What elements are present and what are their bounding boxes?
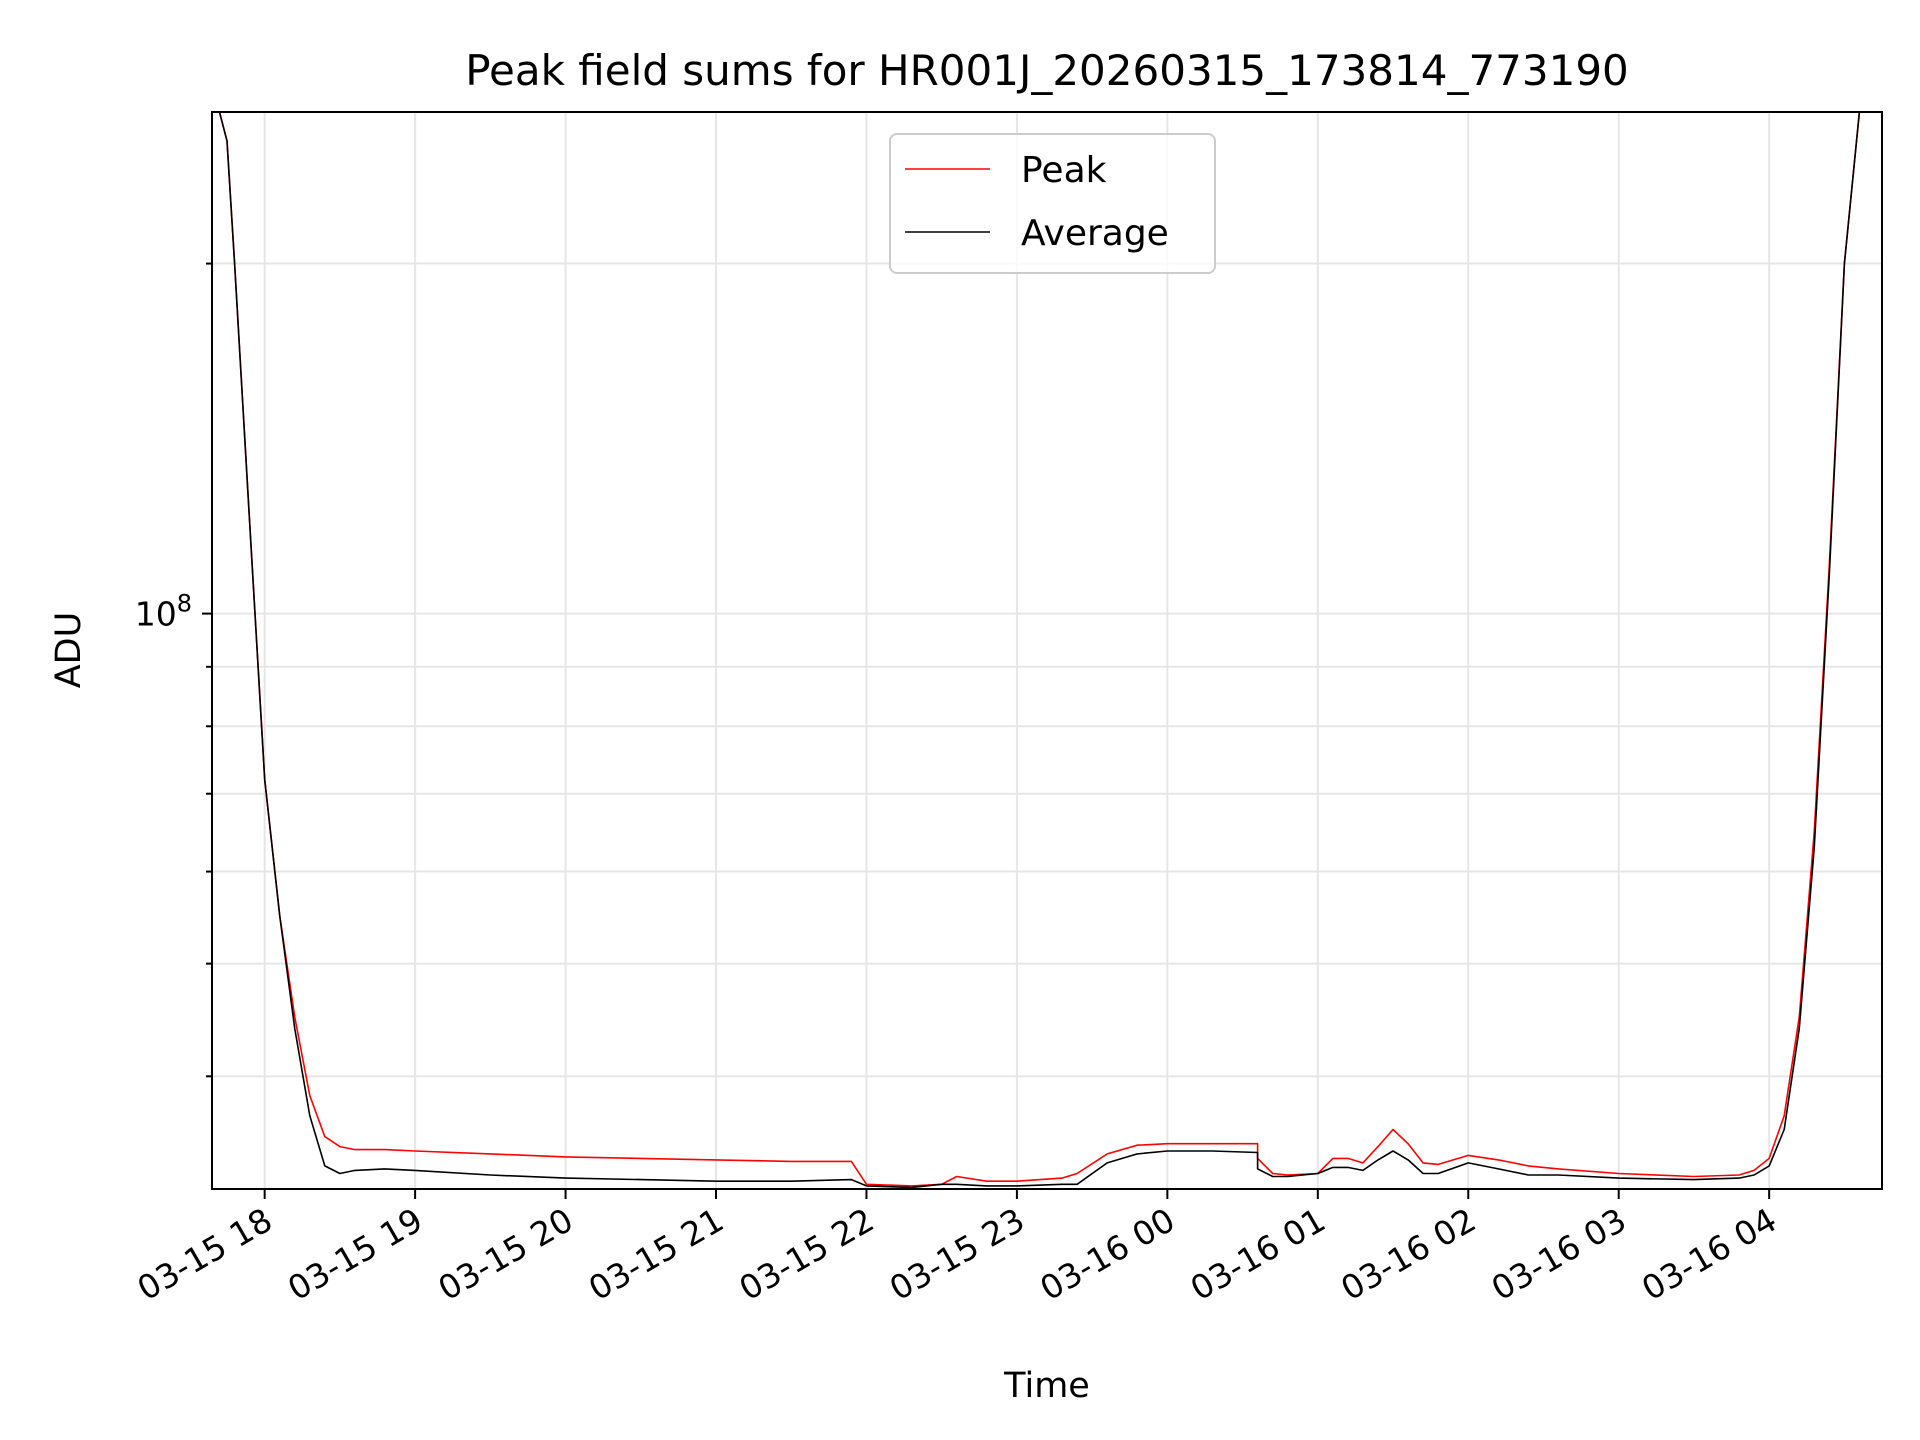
y-axis: 108 — [135, 262, 212, 1078]
grid — [212, 112, 1882, 1189]
series-group — [218, 112, 1861, 1189]
legend: Peak Average — [889, 133, 1216, 274]
chart-title: Peak field sums for HR001J_20260315_1738… — [465, 46, 1629, 95]
plot-frame — [211, 111, 1883, 1190]
legend-average-label: Average — [1021, 213, 1169, 254]
x-axis-title: Time — [1003, 1366, 1090, 1406]
y-axis-title: ADU — [49, 612, 89, 689]
series-line-average — [218, 112, 1861, 1189]
legend-peak-label: Peak — [1021, 150, 1107, 191]
series-line-peak — [218, 112, 1861, 1187]
y-tick-label: 108 — [135, 590, 192, 634]
